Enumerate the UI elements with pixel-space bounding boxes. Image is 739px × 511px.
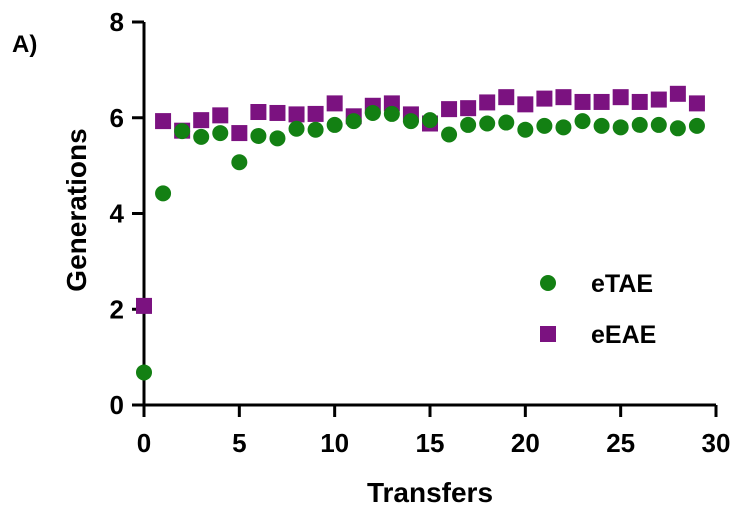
data-point-eTAE xyxy=(364,104,381,121)
panel-label: A) xyxy=(12,31,37,58)
data-point-eTAE xyxy=(269,130,286,147)
data-point-eTAE xyxy=(498,114,515,131)
data-point-eTAE xyxy=(402,113,419,130)
data-point-eEAE xyxy=(269,104,286,121)
data-point-eEAE xyxy=(288,106,305,123)
legend-label-eEAE: eEAE xyxy=(591,321,656,349)
data-point-eTAE xyxy=(345,113,362,130)
data-point-eEAE xyxy=(193,112,210,129)
y-tick-label: 8 xyxy=(110,7,124,37)
data-point-eEAE xyxy=(155,113,172,130)
data-point-eEAE xyxy=(479,94,496,111)
data-point-eTAE xyxy=(536,117,553,134)
data-point-eEAE xyxy=(536,90,553,107)
data-point-eEAE xyxy=(669,85,686,102)
data-point-eTAE xyxy=(212,125,229,142)
legend: eTAE eEAE xyxy=(540,270,656,349)
plot-area: 0 2 4 6 8 0 5 10 15 20 25 30 xyxy=(110,7,731,458)
data-point-eTAE xyxy=(612,119,629,136)
data-point-eTAE xyxy=(574,113,591,130)
data-point-eTAE xyxy=(422,112,438,129)
y-tick-label: 4 xyxy=(110,199,125,229)
data-point-eTAE xyxy=(517,121,534,138)
legend-marker-eEAE xyxy=(540,326,556,342)
data-point-eEAE xyxy=(250,104,267,121)
legend-label-eTAE: eTAE xyxy=(591,270,653,298)
x-tick-label: 20 xyxy=(511,428,540,458)
data-point-eEAE xyxy=(574,93,591,110)
y-axis-ticks: 0 2 4 6 8 xyxy=(110,7,144,420)
legend-marker-eTAE xyxy=(540,275,556,291)
data-point-eEAE xyxy=(517,96,534,113)
y-tick-label: 0 xyxy=(110,390,124,420)
data-point-eTAE xyxy=(288,120,305,137)
data-point-eTAE xyxy=(593,117,610,134)
data-point-eTAE xyxy=(555,119,572,136)
data-point-eEAE xyxy=(593,93,610,110)
data-point-eTAE xyxy=(136,364,152,381)
x-tick-label: 0 xyxy=(137,428,151,458)
data-point-eTAE xyxy=(441,126,458,143)
data-point-eEAE xyxy=(212,107,229,124)
x-tick-label: 15 xyxy=(416,428,445,458)
data-point-eTAE xyxy=(174,123,191,140)
data-point-eTAE xyxy=(383,105,400,122)
x-tick-label: 30 xyxy=(702,428,731,458)
data-point-eTAE xyxy=(631,116,648,133)
data-point-eTAE xyxy=(460,116,477,133)
data-point-eTAE xyxy=(307,121,324,138)
data-point-eEAE xyxy=(612,89,629,106)
data-point-eEAE xyxy=(307,105,324,122)
x-tick-label: 25 xyxy=(606,428,635,458)
x-tick-label: 10 xyxy=(320,428,349,458)
data-point-eTAE xyxy=(250,127,267,144)
data-point-eTAE xyxy=(688,117,705,134)
data-point-eEAE xyxy=(136,297,152,314)
data-point-eTAE xyxy=(650,116,667,133)
data-point-eEAE xyxy=(326,95,343,112)
data-point-eEAE xyxy=(555,89,572,106)
data-point-eEAE xyxy=(650,91,667,108)
data-point-eTAE xyxy=(231,154,248,171)
data-point-eEAE xyxy=(441,101,458,118)
x-axis-title: Transfers xyxy=(367,477,493,508)
data-point-eTAE xyxy=(155,185,172,202)
y-tick-label: 2 xyxy=(110,294,124,324)
x-axis-ticks: 0 5 10 15 20 25 30 xyxy=(137,405,731,458)
data-point-eTAE xyxy=(669,120,686,137)
y-tick-label: 6 xyxy=(110,103,124,133)
data-point-eEAE xyxy=(631,93,648,110)
y-axis-title: Generations xyxy=(61,128,92,291)
data-point-eEAE xyxy=(688,95,705,112)
data-point-eTAE xyxy=(326,116,343,133)
data-point-eEAE xyxy=(460,100,477,117)
x-tick-label: 5 xyxy=(232,428,246,458)
data-point-eEAE xyxy=(231,125,248,142)
data-point-eEAE xyxy=(498,89,515,106)
series-marks xyxy=(136,85,705,381)
data-point-eTAE xyxy=(193,128,210,145)
data-point-eTAE xyxy=(479,115,496,132)
